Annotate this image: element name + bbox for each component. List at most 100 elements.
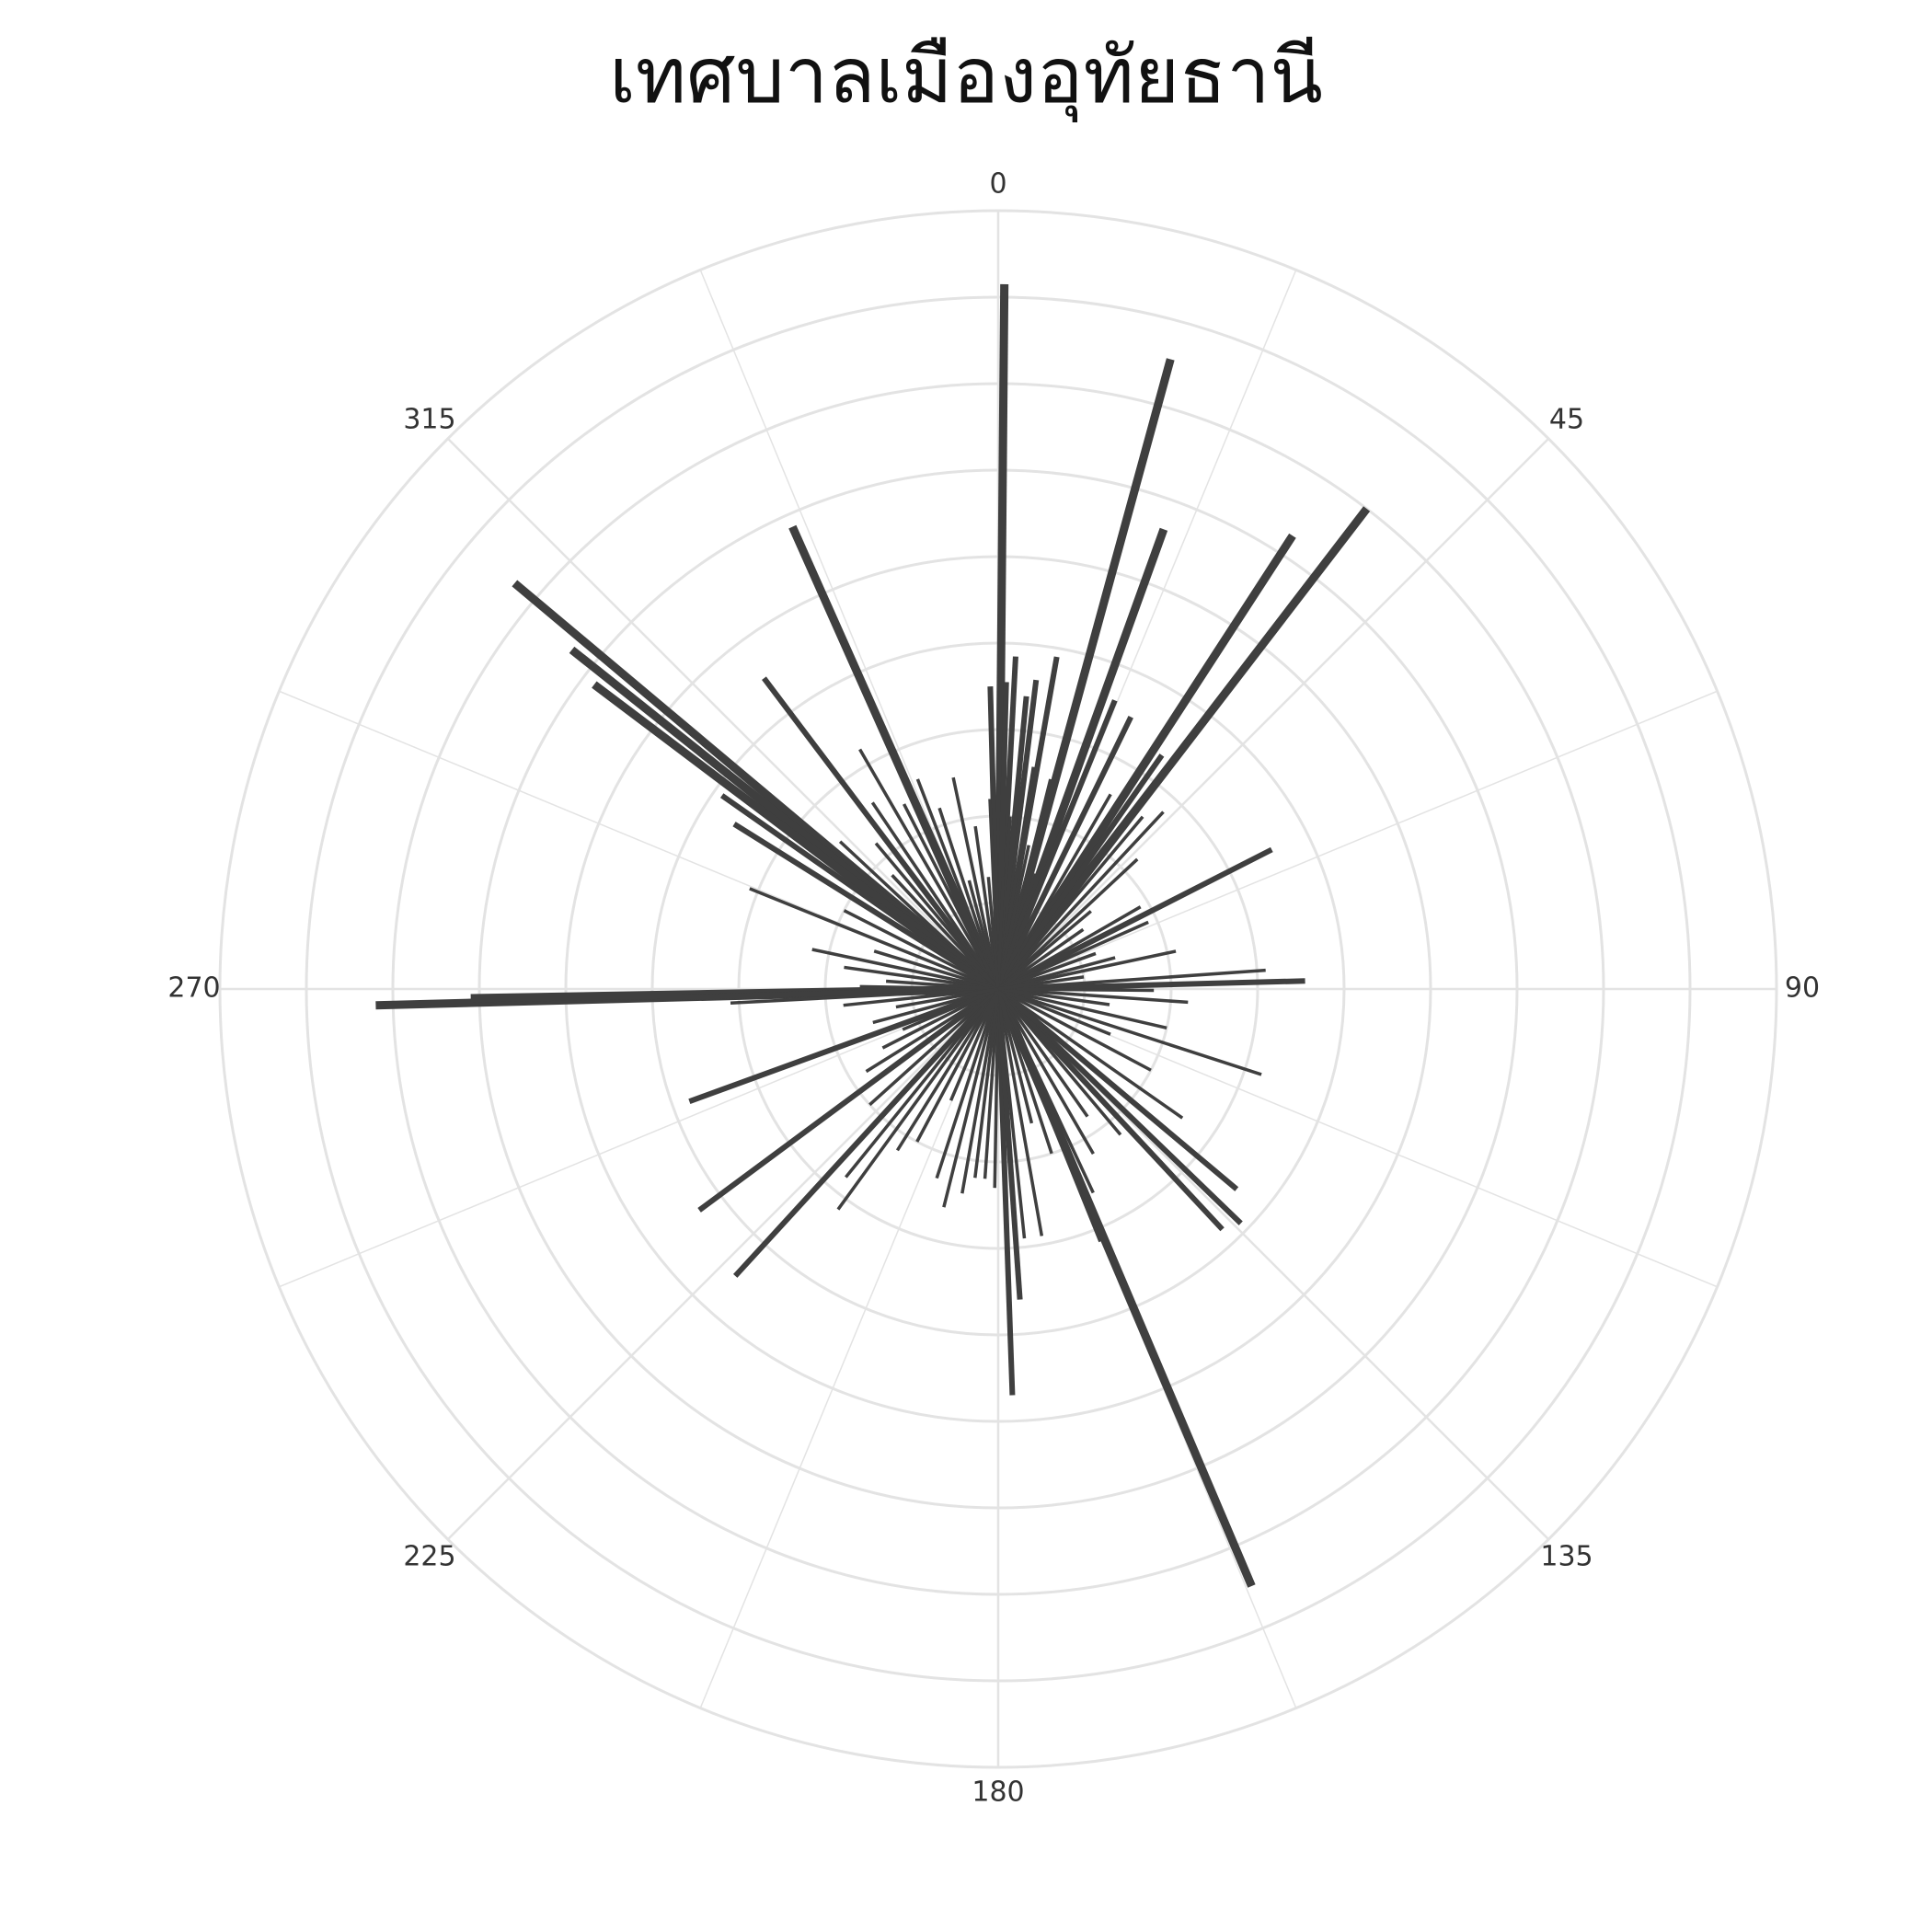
polar-bar <box>997 920 1149 991</box>
polar-bar <box>865 987 999 1074</box>
angular-tick-labels: 0 45 90 135 180 225 270 315 <box>167 168 1820 1809</box>
polar-bar <box>996 988 1102 1243</box>
polar-bar <box>996 988 1044 1236</box>
polar-bar <box>942 988 1000 1208</box>
polar-bar <box>997 956 1116 991</box>
polar-bar <box>997 975 1085 991</box>
polar-bar <box>873 949 999 991</box>
polar-bar <box>986 877 1000 990</box>
polar-bar <box>891 874 1000 991</box>
polar-bar <box>997 987 1110 1006</box>
polar-bar <box>730 987 999 1005</box>
polar-bar <box>996 793 1112 990</box>
polar-bar <box>845 987 1000 1179</box>
polar-bar <box>983 988 1000 1179</box>
polar-bar <box>996 910 1092 991</box>
polar-bar <box>843 987 999 1007</box>
angular-tick-label: 180 <box>972 1777 1024 1809</box>
polar-bar <box>994 987 1256 1588</box>
polar-bar <box>996 857 1139 991</box>
angular-gridline <box>997 690 1718 990</box>
polar-bar <box>697 986 1000 1213</box>
polar-bar <box>733 986 1001 1278</box>
polar-bar <box>996 987 1184 1120</box>
polar-bar <box>996 927 1085 991</box>
polar-bar <box>874 842 1000 991</box>
polar-bar <box>996 873 1038 990</box>
polar-bar <box>870 801 1000 990</box>
polar-bar <box>995 753 1165 991</box>
polar-bar <box>895 988 1000 1152</box>
polar-bar <box>951 776 1000 990</box>
polar-bar <box>996 876 1006 990</box>
polar-bar <box>858 748 1000 990</box>
polar-bar <box>937 807 1000 990</box>
angular-tick-label: 90 <box>1785 972 1820 1005</box>
polar-bar <box>997 987 1155 993</box>
angular-gridline <box>446 988 999 1541</box>
polar-bar <box>997 905 1142 991</box>
angular-tick-label: 315 <box>403 403 455 435</box>
polar-bar <box>915 988 1000 1143</box>
polar-bar <box>844 965 999 991</box>
polar-bar <box>996 766 1035 990</box>
polar-bar <box>997 978 1305 992</box>
polar-bar <box>996 987 1122 1136</box>
polar-bar <box>995 986 1225 1232</box>
polar-bar <box>997 968 1266 991</box>
polar-bar <box>885 979 999 991</box>
polar-bar <box>996 815 1144 991</box>
polar-bar <box>995 506 1371 992</box>
polar-bar <box>843 909 999 991</box>
polar-bar <box>960 988 1000 1194</box>
polar-bar <box>996 988 1095 1194</box>
polar-bar <box>749 887 999 991</box>
polar-bar <box>996 988 1034 1124</box>
polar-bar <box>973 988 1000 1179</box>
polar-bar <box>895 987 999 1009</box>
polar-bar <box>872 987 999 1025</box>
polar-bar <box>592 681 1001 993</box>
angular-tick-label: 0 <box>989 168 1006 201</box>
polar-bar <box>868 987 1000 1107</box>
polar-bar <box>811 948 999 991</box>
polar-bar <box>997 951 1097 991</box>
polar-bar <box>995 988 1023 1300</box>
polar-bar <box>949 988 1000 1101</box>
angular-tick-label: 135 <box>1540 1541 1593 1573</box>
polar-bar <box>994 358 1175 991</box>
polar-bar <box>997 987 1152 1072</box>
polar-bar <box>762 676 1001 991</box>
polar-bar <box>995 986 1243 1225</box>
polar-bar <box>996 988 1095 1155</box>
polar-bar <box>995 715 1133 991</box>
angular-gridline <box>446 437 999 990</box>
polar-bar <box>996 811 1165 991</box>
polar-bar <box>995 699 1118 991</box>
polar-bar <box>997 987 1189 1005</box>
polar-bar <box>902 987 999 1031</box>
polar-bar <box>903 803 1000 990</box>
polar-bar <box>996 988 1053 1155</box>
polar-bar <box>997 987 1111 1036</box>
polar-bar <box>688 986 1000 1104</box>
polar-bar <box>996 987 1089 1118</box>
polar-bar <box>993 988 1000 1189</box>
angular-tick-label: 225 <box>403 1541 455 1573</box>
polar-bar <box>997 987 1167 1029</box>
angular-tick-label: 270 <box>167 972 220 1005</box>
polar-bar <box>996 845 1030 990</box>
bar-series <box>375 283 1371 1588</box>
angular-tick-label: 45 <box>1549 403 1584 435</box>
polar-bar <box>788 524 1003 991</box>
angular-gridline <box>997 437 1550 990</box>
polar-bar <box>732 822 1000 992</box>
polar-bar <box>997 987 1262 1076</box>
angular-gridline <box>997 988 1718 1288</box>
angular-gridline <box>279 988 999 1288</box>
polar-bar <box>719 793 1000 992</box>
polar-bar <box>967 880 1000 990</box>
polar-bar <box>836 987 1000 1211</box>
polar-bar <box>994 527 1168 991</box>
polar-bar <box>996 988 1027 1239</box>
